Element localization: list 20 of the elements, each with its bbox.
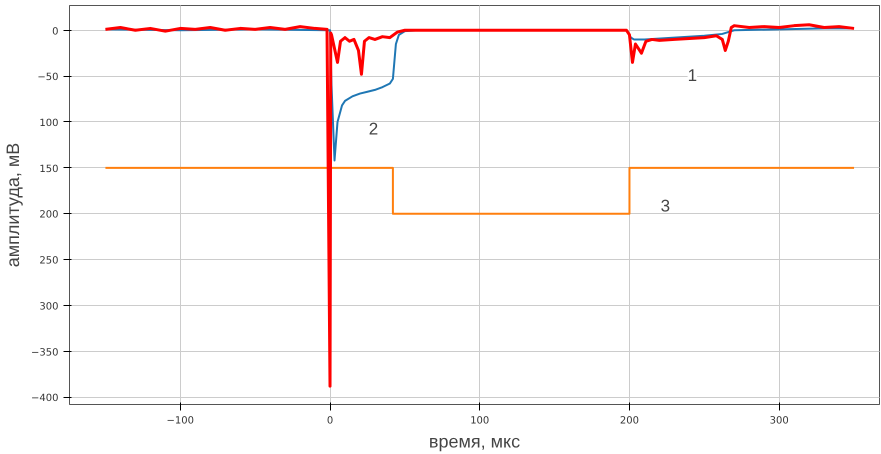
y-tick-label: 150 — [39, 164, 59, 175]
y-tick-label: 300 — [39, 301, 59, 312]
annotation: 2 — [368, 119, 378, 138]
y-tick-label: 100 — [39, 118, 59, 129]
y-tick-label: −350 — [31, 347, 59, 358]
y-tick-label: −50 — [37, 72, 59, 84]
y-axis-title: амплитуда, мВ — [3, 142, 24, 268]
y-tick-label: 0 — [52, 26, 59, 38]
x-tick-label: 300 — [770, 416, 789, 426]
x-axis-title: время, мкс — [428, 432, 520, 452]
x-tick-label: −100 — [166, 416, 194, 426]
x-tick-label: 0 — [326, 416, 334, 426]
y-tick-label: 200 — [39, 210, 59, 221]
annotation: 3 — [660, 196, 670, 216]
x-tick-label: 200 — [620, 416, 640, 426]
y-tick-label: −400 — [31, 393, 59, 404]
annotation: 1 — [688, 66, 698, 86]
x-tick-label: 100 — [470, 416, 490, 426]
line-series — [104, 23, 856, 388]
y-tick-label: 250 — [39, 256, 59, 267]
